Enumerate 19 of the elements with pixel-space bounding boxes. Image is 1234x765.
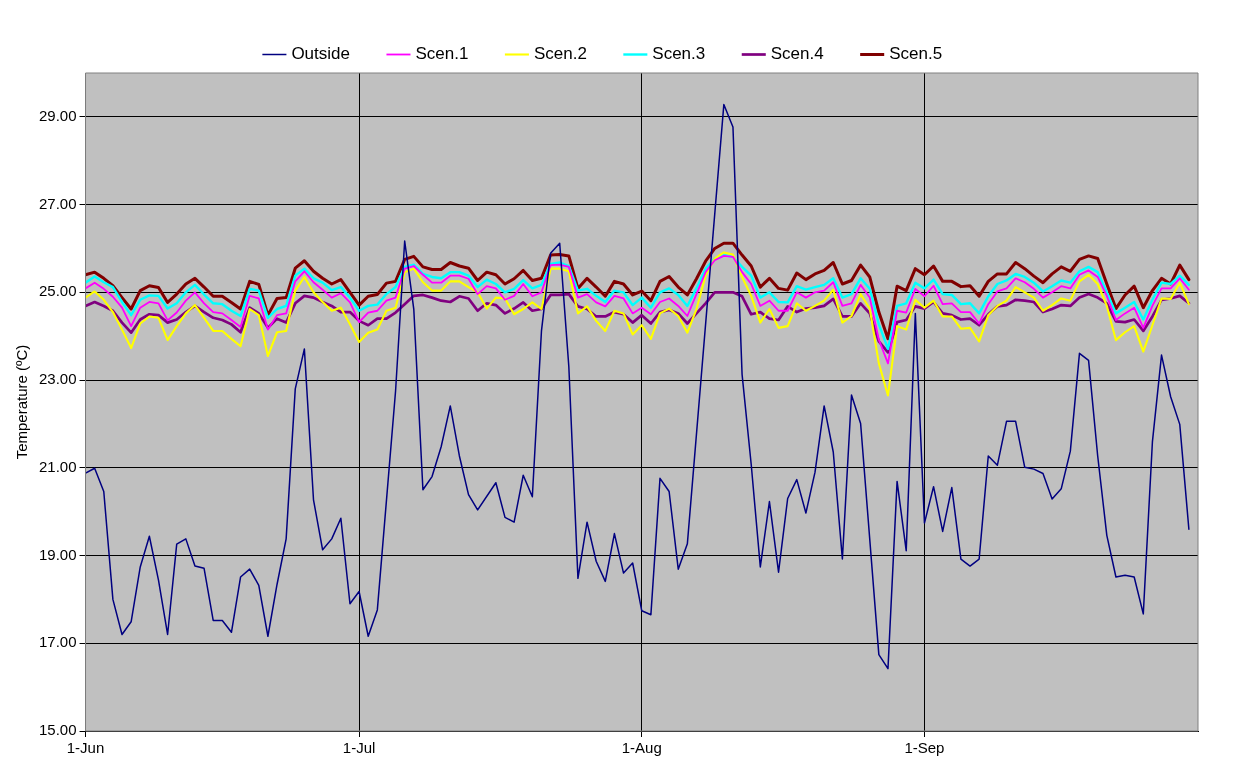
x-tick-label: 1-Sep	[904, 739, 945, 757]
y-tick-label: 19.00	[38, 545, 77, 563]
legend-label: Scen.5	[889, 44, 943, 64]
x-tick-label: 1-Jun	[66, 739, 105, 757]
y-tick-label: 15.00	[38, 721, 77, 739]
y-tick-label: 17.00	[38, 633, 77, 651]
y-tick-label: 23.00	[38, 370, 77, 388]
legend-label: Scen.2	[533, 44, 587, 64]
legend-label: Scen.4	[770, 44, 824, 64]
y-tick-label: 29.00	[38, 107, 77, 125]
legend-label: Scen.1	[415, 44, 469, 64]
legend-label: Outside	[291, 44, 350, 64]
x-tick-label: 1-Aug	[621, 739, 662, 757]
y-tick-label: 21.00	[38, 457, 77, 475]
y-axis-title: Temperature (ºC)	[13, 344, 31, 460]
y-tick-label: 25.00	[38, 282, 77, 300]
x-tick-label: 1-Jul	[342, 739, 376, 757]
legend-label: Scen.3	[652, 44, 706, 64]
y-tick-label: 27.00	[38, 194, 77, 212]
